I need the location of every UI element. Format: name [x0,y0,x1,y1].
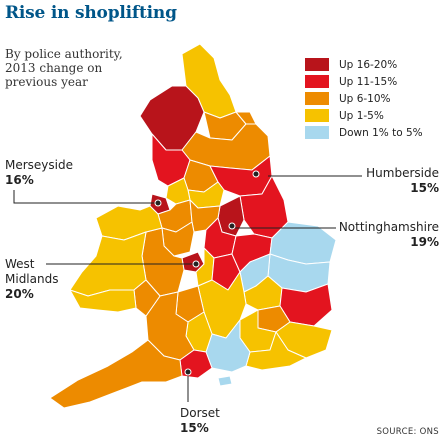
callout-nottinghamshire: Nottinghamshire 19% [339,220,439,250]
callout-value: 19% [410,235,439,249]
callout-name: Humberside [366,166,439,180]
dot-humberside [252,170,260,178]
legend-item: Up 6-10% [305,90,423,107]
map-regions [49,43,337,409]
callout-value: 15% [180,421,209,435]
legend-swatch [305,75,329,88]
leader-lines [13,175,362,402]
leader-merseyside [13,190,155,204]
map-subtitle: By police authority, 2013 change on prev… [5,47,155,89]
callout-name: Dorset [180,406,220,420]
map-title: Rise in shoplifting [5,3,177,23]
legend-item: Up 1-5% [305,107,423,124]
callout-merseyside: Merseyside 16% [5,158,73,188]
callout-value: 15% [410,181,439,195]
legend-label: Up 16-20% [339,58,398,71]
callout-name: Midlands [5,272,59,286]
legend-label: Up 1-5% [339,109,384,122]
legend-label: Up 11-15% [339,75,398,88]
legend-swatch [305,109,329,122]
region-south-wales [69,289,137,313]
callout-dorset: Dorset 15% [180,406,220,436]
legend-item: Up 11-15% [305,73,423,90]
region-isle-of-wight [217,375,233,387]
dot-west-midlands [192,260,200,268]
callout-value: 20% [5,287,34,301]
callout-humberside: Humberside 15% [366,166,439,196]
callout-name: West [5,257,35,271]
dot-merseyside [154,199,162,207]
callout-name: Nottinghamshire [338,220,439,234]
leader-dots [154,170,260,376]
subtitle-line: 2013 change on [5,61,103,75]
dot-dorset [184,368,192,376]
legend-swatch [305,58,329,71]
legend-label: Up 6-10% [339,92,391,105]
region-sussex [245,331,307,371]
source-note: SOURCE: ONS [376,427,439,437]
legend-item: Down 1% to 5% [305,124,423,141]
subtitle-line: previous year [5,75,88,89]
legend: Up 16-20% Up 11-15% Up 6-10% Up 1-5% Dow… [305,56,423,141]
legend-item: Up 16-20% [305,56,423,73]
legend-label: Down 1% to 5% [339,126,423,139]
dot-nottinghamshire [228,222,236,230]
legend-swatch [305,92,329,105]
region-devon-cornwall [49,339,183,409]
callout-value: 16% [5,173,34,187]
subtitle-line: By police authority, [5,47,123,61]
callout-west-midlands: West Midlands 20% [5,257,58,302]
legend-swatch [305,126,329,139]
callout-name: Merseyside [5,158,73,172]
